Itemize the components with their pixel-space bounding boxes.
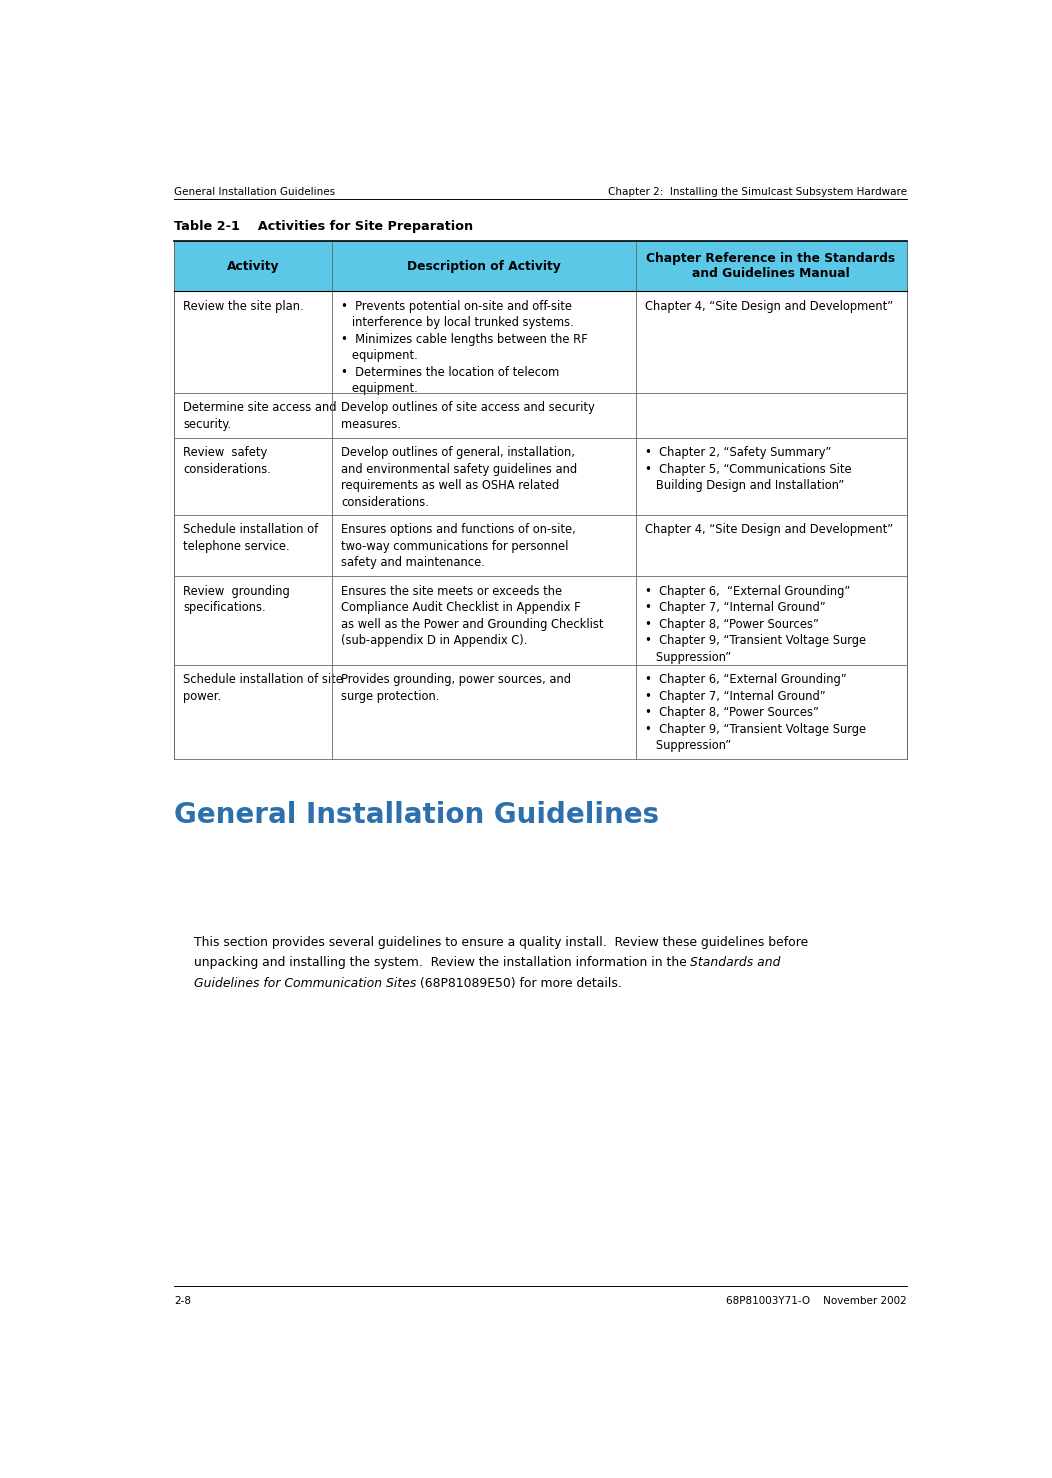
Text: Develop outlines of general, installation,
and environmental safety guidelines a: Develop outlines of general, installatio…: [341, 446, 576, 508]
Text: Chapter 4, “Site Design and Development”: Chapter 4, “Site Design and Development”: [645, 523, 893, 537]
Text: Ensures the site meets or exceeds the
Compliance Audit Checklist in Appendix F
a: Ensures the site meets or exceeds the Co…: [341, 585, 604, 647]
Bar: [175, 241, 907, 291]
Bar: [175, 514, 907, 576]
Bar: [175, 437, 907, 514]
Text: Schedule installation of site
power.: Schedule installation of site power.: [183, 674, 343, 702]
Text: General Installation Guidelines: General Installation Guidelines: [175, 188, 336, 198]
Text: Table 2-1    Activities for Site Preparation: Table 2-1 Activities for Site Preparatio…: [175, 220, 473, 234]
Text: This section provides several guidelines to ensure a quality install.  Review th: This section provides several guidelines…: [194, 936, 808, 949]
Text: Chapter 4, “Site Design and Development”: Chapter 4, “Site Design and Development”: [645, 300, 893, 313]
Text: Provides grounding, power sources, and
surge protection.: Provides grounding, power sources, and s…: [341, 674, 571, 702]
Text: unpacking and installing the system.  Review the installation information in the: unpacking and installing the system. Rev…: [194, 956, 690, 970]
Text: Chapter Reference in the Standards
and Guidelines Manual: Chapter Reference in the Standards and G…: [646, 253, 895, 281]
Text: Review  grounding
specifications.: Review grounding specifications.: [183, 585, 290, 615]
Text: •  Chapter 6,  “External Grounding”
•  Chapter 7, “Internal Ground”
•  Chapter 8: • Chapter 6, “External Grounding” • Chap…: [645, 585, 866, 664]
Bar: [175, 665, 907, 758]
Bar: [175, 291, 907, 393]
Text: General Installation Guidelines: General Installation Guidelines: [175, 801, 660, 829]
Text: Standards and: Standards and: [690, 956, 781, 970]
Text: Description of Activity: Description of Activity: [407, 260, 561, 273]
Text: Chapter 2:  Installing the Simulcast Subsystem Hardware: Chapter 2: Installing the Simulcast Subs…: [607, 188, 907, 198]
Text: Guidelines for Communication Sites: Guidelines for Communication Sites: [194, 977, 416, 990]
Text: Develop outlines of site access and security
measures.: Develop outlines of site access and secu…: [341, 402, 594, 432]
Text: Review the site plan.: Review the site plan.: [183, 300, 304, 313]
Text: Ensures options and functions of on-site,
two-way communications for personnel
s: Ensures options and functions of on-site…: [341, 523, 575, 569]
Text: •  Chapter 6, “External Grounding”
•  Chapter 7, “Internal Ground”
•  Chapter 8,: • Chapter 6, “External Grounding” • Chap…: [645, 674, 866, 752]
Text: (68P81089E50) for more details.: (68P81089E50) for more details.: [416, 977, 622, 990]
Text: •  Chapter 2, “Safety Summary”
•  Chapter 5, “Communications Site
   Building De: • Chapter 2, “Safety Summary” • Chapter …: [645, 446, 851, 492]
Bar: [175, 393, 907, 437]
Bar: [175, 576, 907, 665]
Text: Schedule installation of
telephone service.: Schedule installation of telephone servi…: [183, 523, 319, 553]
Text: 2-8: 2-8: [175, 1296, 191, 1307]
Text: •  Prevents potential on-site and off-site
   interference by local trunked syst: • Prevents potential on-site and off-sit…: [341, 300, 588, 395]
Text: Determine site access and
security.: Determine site access and security.: [183, 402, 337, 432]
Text: 68P81003Y71-O    November 2002: 68P81003Y71-O November 2002: [726, 1296, 907, 1307]
Text: Activity: Activity: [226, 260, 279, 273]
Text: Review  safety
considerations.: Review safety considerations.: [183, 446, 271, 476]
